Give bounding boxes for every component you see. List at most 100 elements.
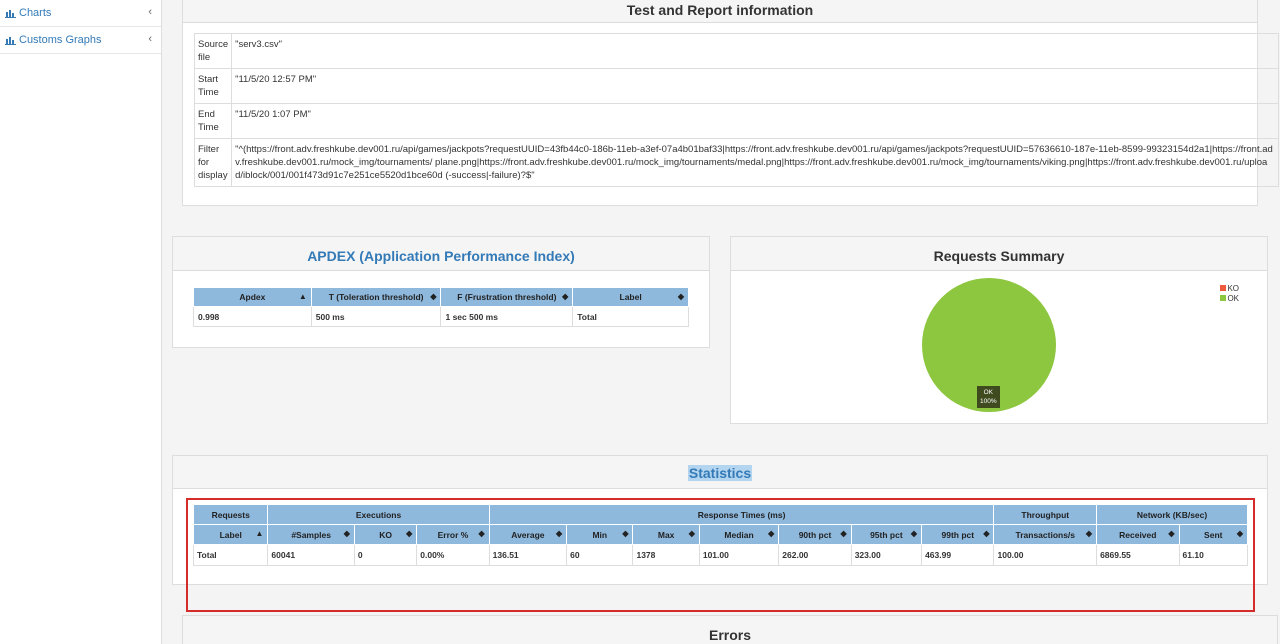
column-header-label[interactable]: Label ▲	[192, 524, 269, 545]
legend-item-ok[interactable]: OK	[1220, 294, 1239, 304]
group-header-network: Network (KB/sec)	[1096, 504, 1248, 525]
sort-asc-icon: ▲	[255, 529, 264, 538]
header-label: Median	[724, 529, 754, 540]
sidebar-item-label: Customs Graphs	[19, 34, 102, 46]
table-cell: 262.00	[778, 544, 852, 566]
sort-icon: ◆	[983, 529, 990, 538]
column-header-frustration[interactable]: F (Frustration threshold) ◆	[440, 287, 574, 307]
apdex-table: Apdex ▲ T (Toleration threshold) ◆ F (Frus…	[193, 287, 689, 327]
header-label: Error %	[437, 529, 469, 540]
table-cell: 1 sec 500 ms	[440, 306, 574, 327]
table-row: Filter for display "^(https://front.adv.…	[193, 138, 1280, 187]
column-header-99th-pct[interactable]: 99th pct ◆	[921, 524, 995, 545]
sort-icon: ◆	[478, 529, 485, 538]
column-header-toleration[interactable]: T (Toleration threshold) ◆	[310, 287, 442, 307]
apdex-title: APDEX (Application Performance Index)	[173, 237, 709, 271]
table-row: End Time "11/5/20 1:07 PM"	[193, 103, 1280, 139]
column-header-min[interactable]: Min ◆	[566, 524, 634, 545]
bar-chart-icon	[5, 9, 16, 18]
column-header-samples[interactable]: #Samples ◆	[267, 524, 355, 545]
column-header-90th-pct[interactable]: 90th pct ◆	[778, 524, 852, 545]
header-label: Sent	[1204, 529, 1223, 540]
column-header-apdex[interactable]: Apdex ▲	[193, 287, 312, 307]
table-cell: Total	[572, 306, 689, 327]
pie-slice-ok[interactable]	[922, 278, 1056, 412]
table-cell: 0.998	[193, 306, 312, 327]
column-header-median[interactable]: Median ◆	[698, 524, 780, 545]
errors-title: Errors	[708, 627, 752, 643]
header-label: Received	[1119, 529, 1157, 540]
statistics-title: Statistics	[687, 465, 753, 481]
legend-swatch	[1220, 295, 1227, 301]
sort-icon: ◆	[1236, 529, 1243, 538]
table-cell: 0	[353, 544, 418, 566]
statistics-title-bar: Statistics	[173, 456, 1267, 489]
table-row: 0.998 500 ms 1 sec 500 ms Total	[193, 306, 689, 327]
legend-label: KO	[1227, 284, 1239, 293]
chevron-left-icon[interactable]: ‹	[148, 33, 152, 45]
sort-icon: ◆	[343, 529, 350, 538]
column-header-sent[interactable]: Sent ◆	[1178, 524, 1249, 545]
sidebar: Charts ‹ Customs Graphs ‹	[0, 0, 162, 644]
info-label: Source file	[193, 33, 233, 69]
sort-icon: ◆	[840, 529, 847, 538]
sort-icon: ◆	[1085, 529, 1093, 538]
requests-summary-panel: Requests Summary KO OK OK 100%	[730, 236, 1268, 424]
table-cell: 323.00	[850, 544, 923, 566]
table-cell: 463.99	[921, 544, 995, 566]
info-table: Source file "serv3.csv" Start Time "11/5…	[193, 33, 1280, 187]
info-value: "11/5/20 1:07 PM"	[231, 103, 1280, 139]
info-value: "11/5/20 12:57 PM"	[231, 68, 1280, 104]
info-label: Start Time	[193, 68, 233, 104]
legend: KO OK	[1220, 284, 1239, 304]
sort-icon: ◆	[562, 292, 569, 301]
header-label: T (Toleration threshold)	[328, 292, 424, 302]
column-header-average[interactable]: Average ◆	[488, 524, 568, 545]
header-label: Max	[657, 529, 675, 540]
sort-icon: ◆	[555, 529, 563, 538]
column-header-label[interactable]: Label ◆	[572, 287, 689, 307]
sidebar-item-customs-graphs[interactable]: Customs Graphs ‹	[0, 27, 161, 54]
table-cell: Total	[192, 544, 269, 566]
chevron-left-icon[interactable]: ‹	[148, 6, 152, 18]
info-panel: Test and Report information Source file …	[182, 0, 1280, 206]
column-header-95th-pct[interactable]: 95th pct ◆	[850, 524, 923, 545]
column-header-max[interactable]: Max ◆	[632, 524, 700, 545]
header-label: 90th pct	[798, 529, 832, 540]
column-header-ko[interactable]: KO ◆	[353, 524, 418, 545]
main-content: Test and Report information Source file …	[162, 0, 1280, 644]
column-header-received[interactable]: Received ◆	[1096, 524, 1180, 545]
sort-icon: ◆	[622, 529, 629, 538]
header-label: 99th pct	[941, 529, 975, 540]
column-header-error[interactable]: Error % ◆	[416, 524, 490, 545]
legend-item-ko[interactable]: KO	[1220, 284, 1239, 294]
filter-text: "^(https://front.adv.freshkube.dev001.ru…	[235, 144, 1273, 181]
column-header-transactions-s[interactable]: Transactions/s ◆	[993, 524, 1098, 545]
sort-icon: ◆	[768, 529, 775, 538]
table-row: Total 60041 0 0.00% 136.51 60 1378 101.00 262.00…	[192, 544, 1249, 566]
table-cell: 101.00	[698, 544, 780, 566]
group-header-throughput: Throughput	[993, 504, 1098, 525]
sidebar-item-charts[interactable]: Charts ‹	[0, 0, 161, 27]
info-label: Filter for display	[193, 138, 233, 187]
header-label: Average	[511, 529, 545, 540]
header-label: 95th pct	[870, 529, 903, 540]
legend-swatch	[1220, 285, 1227, 291]
group-header-requests: Requests	[192, 504, 269, 525]
header-label: Transactions/s	[1015, 529, 1076, 540]
table-cell: 1378	[632, 544, 700, 566]
table-row: Start Time "11/5/20 12:57 PM"	[193, 68, 1280, 104]
bar-chart-icon	[5, 36, 16, 45]
table-group-row: Requests Executions Response Times (ms) …	[192, 504, 1248, 525]
sort-icon: ◆	[688, 529, 695, 538]
table-cell: 500 ms	[310, 306, 442, 327]
sort-icon: ◆	[1168, 529, 1175, 538]
table-cell: 60041	[267, 544, 355, 566]
table-cell: 136.51	[488, 544, 568, 566]
table-cell: 100.00	[993, 544, 1098, 566]
statistics-panel: Statistics Requests Executions Response …	[172, 455, 1268, 585]
info-label: End Time	[193, 103, 233, 139]
header-label: Label	[219, 529, 242, 540]
errors-panel: Errors	[182, 615, 1278, 644]
header-label: #Samples	[291, 529, 332, 540]
